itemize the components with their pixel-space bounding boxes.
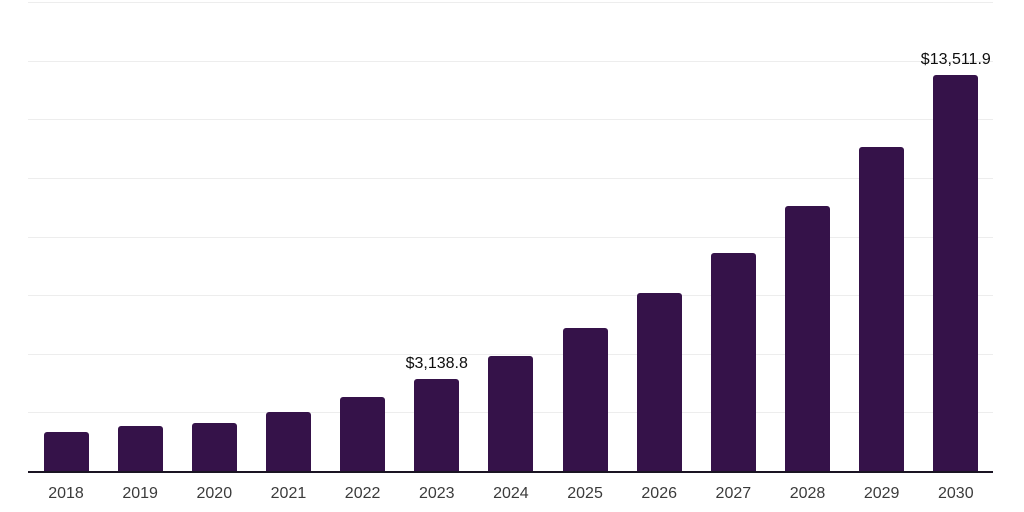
bar-value-label-2030: $13,511.9 — [920, 50, 991, 68]
x-axis-tick-label-2027: 2027 — [715, 485, 752, 502]
bar-2029 — [859, 146, 905, 471]
gridline — [28, 295, 993, 297]
gridline — [28, 60, 993, 62]
bar-2025 — [562, 327, 608, 471]
x-axis-tick-label-2023: 2023 — [418, 485, 455, 502]
x-axis-tick-label-2028: 2028 — [789, 485, 826, 502]
gridline — [28, 119, 993, 121]
bar-2024 — [488, 355, 534, 471]
gridline — [28, 236, 993, 238]
bar-2020 — [191, 422, 237, 471]
x-axis-tick-label-2030: 2030 — [938, 485, 974, 502]
x-axis-tick-label-2024: 2024 — [493, 485, 529, 502]
gridline — [28, 353, 993, 355]
x-axis-tick-label-2029: 2029 — [863, 485, 900, 502]
bar-2026 — [636, 292, 682, 471]
bar-2030 — [933, 74, 979, 471]
x-axis-tick-label-2018: 2018 — [48, 485, 84, 502]
bar-2028 — [785, 206, 830, 471]
x-axis-line — [28, 471, 993, 473]
x-axis-tick-label-2026: 2026 — [641, 485, 677, 502]
bar-2027 — [710, 252, 756, 471]
bar-2019 — [117, 426, 163, 471]
plot-area: $3,138.8 $13,511.9 — [28, 2, 993, 473]
bar-2018 — [43, 432, 89, 471]
x-axis-tick-label-2020: 2020 — [196, 485, 233, 502]
bar-2023 — [414, 379, 460, 471]
x-axis-tick-label-2021: 2021 — [270, 485, 307, 502]
bar-2022 — [340, 396, 386, 471]
x-axis-tick-label-2022: 2022 — [344, 485, 381, 502]
x-axis-tick-label-2019: 2019 — [122, 485, 158, 502]
bar-2021 — [265, 412, 311, 471]
gridline — [28, 177, 993, 179]
x-axis: 2018 2019 2020 2021 2022 2023 2024 2025 2026 2027… — [28, 485, 993, 507]
x-axis-tick-label-2025: 2025 — [567, 485, 603, 502]
gridline — [28, 2, 993, 3]
bar-value-label-2023: $3,138.8 — [405, 355, 468, 372]
